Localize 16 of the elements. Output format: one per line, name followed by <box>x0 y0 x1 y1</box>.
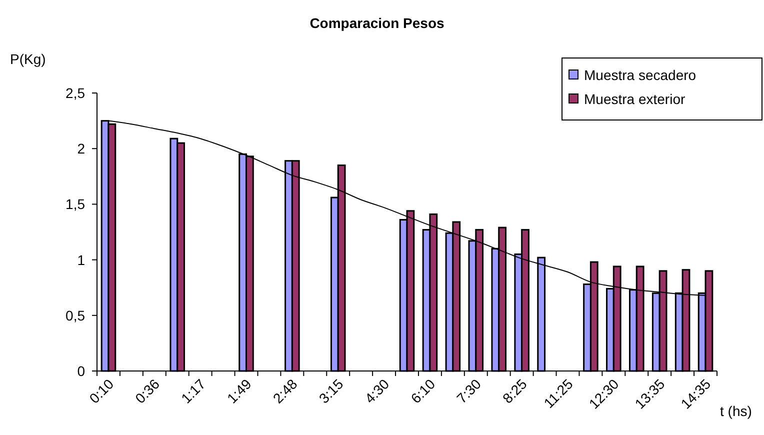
x-tick-label: 4:30 <box>362 376 392 406</box>
y-tick-label: 0 <box>77 363 86 379</box>
x-tick-label: 6:10 <box>408 376 438 406</box>
x-tick-label: 0:36 <box>132 376 163 406</box>
x-axis-title: t (hs) <box>720 403 752 419</box>
legend-label: Muestra exterior <box>584 91 686 107</box>
y-tick-label: 1 <box>77 252 86 268</box>
y-axis-title: P(Kg) <box>10 51 46 67</box>
chart-title: Comparacion Pesos <box>310 15 445 31</box>
y-tick-label: 0,5 <box>66 307 86 324</box>
y-tick-label: 2,5 <box>66 85 86 101</box>
x-tick-label: 7:30 <box>453 376 484 406</box>
x-tick-label: 0:10 <box>86 376 117 406</box>
y-tick-label: 2 <box>77 140 86 157</box>
legend-label: Muestra secadero <box>584 67 696 83</box>
y-tick-label: 1,5 <box>66 196 86 212</box>
